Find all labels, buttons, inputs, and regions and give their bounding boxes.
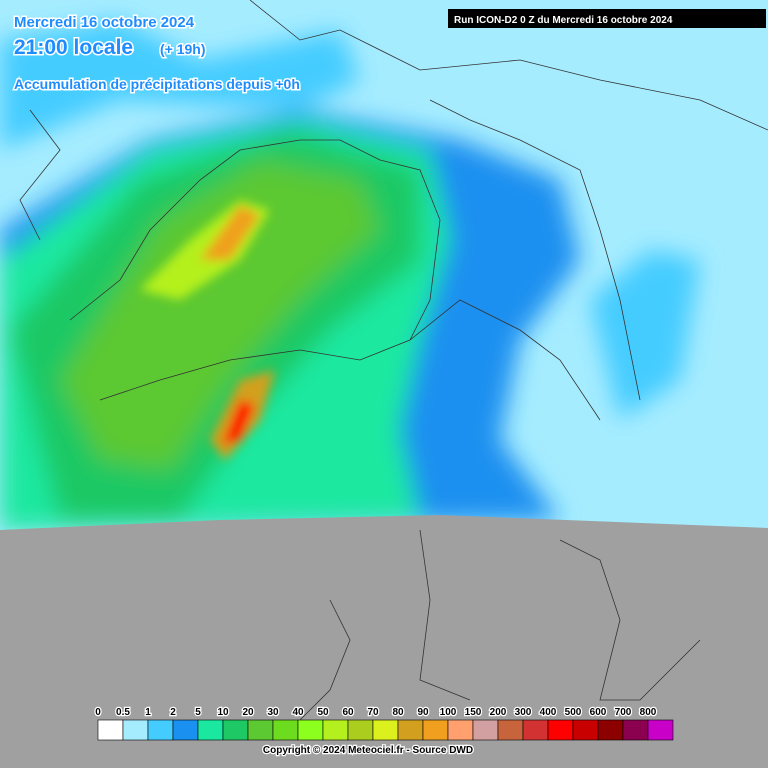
legend-label: 150 — [465, 707, 482, 718]
legend-label: 70 — [367, 707, 379, 718]
legend-label: 700 — [615, 707, 632, 718]
legend-swatch — [597, 719, 624, 741]
legend-label: 300 — [515, 707, 532, 718]
legend-label: 40 — [292, 707, 304, 718]
date-title: Mercredi 16 octobre 2024 — [14, 14, 195, 31]
legend-label: 60 — [342, 707, 354, 718]
legend-label: 200 — [490, 707, 507, 718]
legend-swatch — [522, 719, 549, 741]
legend-swatch — [197, 719, 224, 741]
legend-label: 5 — [195, 707, 201, 718]
copyright: Copyright © 2024 Meteociel.fr - Source D… — [263, 745, 473, 756]
legend-label: 20 — [242, 707, 254, 718]
legend-label: 50 — [317, 707, 329, 718]
legend-label: 800 — [640, 707, 657, 718]
run-box — [448, 9, 766, 28]
legend-swatch — [397, 719, 424, 741]
legend: 0 0.5 1 2 5 10 20 30 40 50 60 70 80 90 100 150 200 300 400… — [94, 706, 674, 741]
legend-label: 80 — [392, 707, 404, 718]
legend-label: 90 — [417, 707, 429, 718]
legend-swatch — [147, 719, 174, 741]
legend-label: 0 — [95, 707, 101, 718]
legend-label: 2 — [170, 707, 176, 718]
legend-label: 30 — [267, 707, 279, 718]
legend-label: 0.5 — [116, 707, 130, 718]
legend-swatch — [272, 719, 299, 741]
legend-swatch — [297, 719, 324, 741]
legend-swatch — [247, 719, 274, 741]
legend-swatch — [472, 719, 499, 741]
legend-label: 1 — [145, 707, 151, 718]
legend-swatch — [422, 719, 449, 741]
legend-swatch — [572, 719, 599, 741]
borders — [19, 0, 768, 721]
legend-label: 600 — [590, 707, 607, 718]
legend-swatch — [122, 719, 149, 741]
time-offset: (+ 19h) — [160, 41, 206, 57]
precip-peaks — [140, 200, 275, 460]
subtitle: Accumulation de précipitations depuis +0… — [14, 76, 300, 92]
legend-swatch — [222, 719, 249, 741]
run-info: Run ICON-D2 0 Z du Mercredi 16 octobre 2… — [454, 15, 673, 26]
legend-label: 400 — [540, 707, 557, 718]
legend-swatch — [322, 719, 349, 741]
legend-swatch — [347, 719, 374, 741]
legend-label: 500 — [565, 707, 582, 718]
legend-label: 100 — [440, 707, 457, 718]
legend-swatch — [622, 719, 649, 741]
legend-swatch — [447, 719, 474, 741]
legend-swatch — [547, 719, 574, 741]
legend-swatch — [372, 719, 399, 741]
legend-swatch — [97, 719, 124, 741]
legend-label: 10 — [217, 707, 229, 718]
legend-swatch — [172, 719, 199, 741]
out-of-domain — [0, 515, 768, 768]
time-title: 21:00 locale — [14, 36, 133, 59]
legend-swatch — [647, 719, 674, 741]
legend-swatch — [497, 719, 524, 741]
